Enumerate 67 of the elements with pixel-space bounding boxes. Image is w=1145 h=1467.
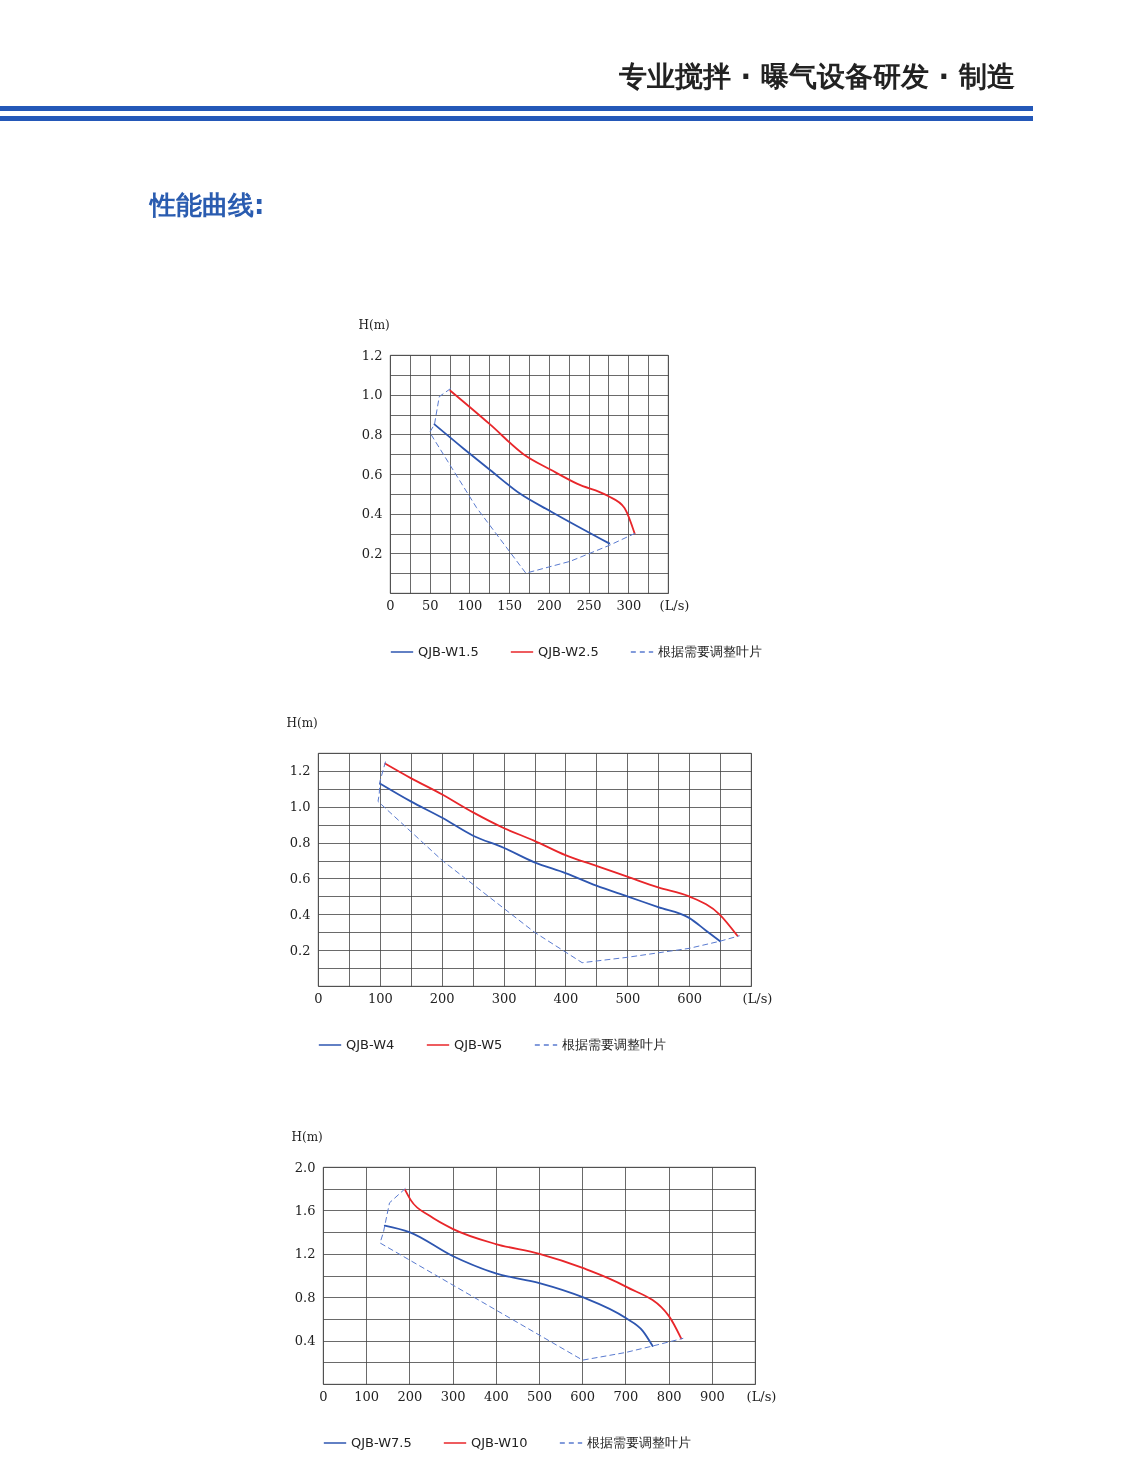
y-tick-label: 0.6	[361, 466, 383, 482]
x-tick-label: 500	[615, 990, 641, 1006]
x-tick-label: 600	[677, 990, 703, 1006]
y-tick-label: 1.6	[294, 1202, 316, 1218]
y-tick-label: 0.8	[361, 426, 383, 442]
x-tick-label: 200	[397, 1388, 423, 1404]
line-series	[449, 389, 636, 535]
x-tick-label: 200	[429, 990, 455, 1006]
line-series	[383, 1224, 654, 1347]
x-tick-label: 100	[354, 1388, 380, 1404]
x-tick-label: 500	[527, 1388, 552, 1404]
legend-label: QJB-W4	[346, 1037, 395, 1052]
x-tick-label: 300	[491, 990, 517, 1006]
line-series	[384, 762, 739, 937]
x-tick-label: 300	[616, 597, 642, 613]
y-axis-title: H(m)	[358, 317, 390, 332]
chart-title: 性能曲线:	[150, 189, 265, 222]
legend-label: 根据需要调整叶片	[658, 644, 762, 659]
y-tick-label: 0.2	[361, 545, 383, 561]
x-tick-label: 0	[314, 990, 323, 1006]
line-series	[429, 388, 636, 574]
line-series	[404, 1188, 683, 1340]
y-axis-title: H(m)	[286, 715, 318, 730]
y-tick-label: 1.2	[294, 1246, 316, 1262]
x-tick-label: 150	[497, 597, 523, 613]
line-series	[378, 782, 721, 943]
y-tick-label: 1.2	[289, 763, 311, 779]
y-tick-label: 0.4	[294, 1333, 316, 1349]
x-tick-label: 400	[483, 1388, 509, 1404]
legend-label: QJB-W2.5	[538, 644, 599, 659]
x-tick-label: 800	[656, 1388, 682, 1404]
legend-label: QJB-W10	[471, 1435, 528, 1450]
y-tick-label: 0.6	[289, 870, 311, 886]
x-tick-label: 300	[440, 1388, 466, 1404]
line-series	[433, 423, 611, 545]
x-tick-label: 100	[457, 597, 483, 613]
x-tick-label: 50	[421, 597, 439, 613]
x-tick-label: 200	[536, 597, 562, 613]
y-tick-label: 1.0	[289, 799, 311, 815]
x-axis-title: (L/s)	[659, 597, 690, 613]
legend-label: QJB-W7.5	[351, 1435, 412, 1450]
x-axis-title: (L/s)	[742, 990, 773, 1006]
x-tick-label: 700	[613, 1388, 639, 1404]
x-tick-label: 900	[699, 1388, 725, 1404]
y-tick-label: 0.4	[361, 506, 383, 522]
y-tick-label: 0.2	[289, 942, 311, 958]
x-tick-label: 100	[367, 990, 393, 1006]
y-tick-label: 1.0	[361, 387, 383, 403]
legend-label: QJB-W5	[454, 1037, 503, 1052]
y-tick-label: 1.2	[361, 347, 383, 363]
y-tick-label: 0.8	[294, 1289, 316, 1305]
x-tick-label: 400	[553, 990, 579, 1006]
y-axis-title: H(m)	[291, 1129, 323, 1144]
text: 专业搅拌 · 曝气设备研发 · 制造	[618, 59, 1015, 95]
legend-label: 根据需要调整叶片	[562, 1037, 666, 1052]
x-axis-title: (L/s)	[746, 1388, 777, 1404]
y-tick-label: 0.8	[289, 835, 311, 851]
y-tick-label: 0.4	[289, 906, 311, 922]
line-series	[379, 1188, 684, 1361]
legend-label: QJB-W1.5	[418, 644, 479, 659]
x-tick-label: 600	[570, 1388, 596, 1404]
x-tick-label: 250	[576, 597, 602, 613]
legend-label: 根据需要调整叶片	[587, 1435, 691, 1450]
x-tick-label: 0	[386, 597, 395, 613]
line-series	[377, 761, 740, 964]
x-tick-label: 0	[319, 1388, 328, 1404]
y-tick-label: 2.0	[294, 1159, 316, 1175]
